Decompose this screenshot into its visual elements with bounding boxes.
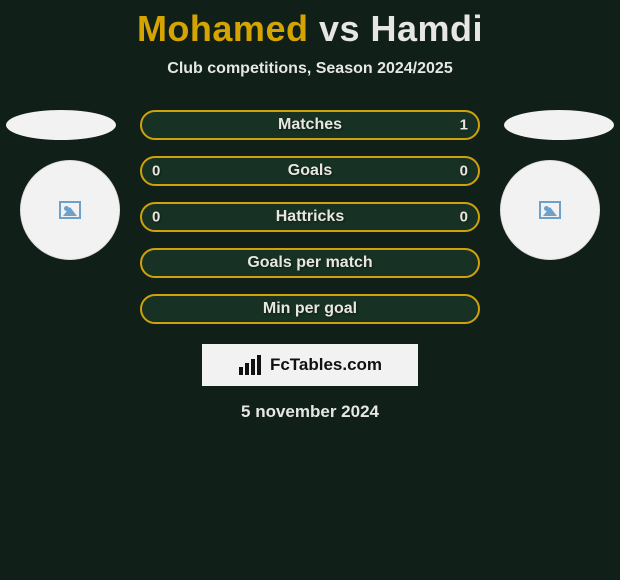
subtitle: Club competitions, Season 2024/2025 — [0, 60, 620, 78]
stat-row: Goals per match — [140, 248, 480, 278]
stat-right-value: 0 — [460, 163, 468, 180]
watermark-bars-icon — [238, 355, 264, 375]
player1-flag — [6, 110, 116, 140]
stat-right-value: 0 — [460, 209, 468, 226]
vs-text: vs — [319, 8, 360, 49]
stat-label: Hattricks — [276, 208, 344, 226]
stat-label: Goals per match — [247, 254, 372, 272]
stat-row: Min per goal — [140, 294, 480, 324]
watermark: FcTables.com — [202, 344, 418, 386]
compare-area: Matches 1 0 Goals 0 0 Hattricks 0 Goals per matc… — [0, 110, 620, 324]
image-placeholder-icon — [59, 201, 81, 219]
stat-row: 0 Hattricks 0 — [140, 202, 480, 232]
player2-avatar — [500, 160, 600, 260]
page-title: Mohamed vs Hamdi — [0, 8, 620, 50]
stat-right-value: 1 — [460, 117, 468, 134]
date-text: 5 november 2024 — [0, 402, 620, 422]
stat-left-value: 0 — [152, 163, 160, 180]
player1-avatar — [20, 160, 120, 260]
image-placeholder-icon — [539, 201, 561, 219]
player1-name: Mohamed — [137, 8, 309, 49]
player2-name: Hamdi — [371, 8, 484, 49]
watermark-text: FcTables.com — [270, 355, 382, 375]
player2-flag — [504, 110, 614, 140]
stat-rows: Matches 1 0 Goals 0 0 Hattricks 0 Goals per matc… — [140, 110, 480, 324]
stat-row: 0 Goals 0 — [140, 156, 480, 186]
stat-label: Min per goal — [263, 300, 357, 318]
comparison-card: Mohamed vs Hamdi Club competitions, Seas… — [0, 0, 620, 580]
stat-label: Goals — [288, 162, 332, 180]
stat-left-value: 0 — [152, 209, 160, 226]
stat-label: Matches — [278, 116, 342, 134]
stat-row: Matches 1 — [140, 110, 480, 140]
